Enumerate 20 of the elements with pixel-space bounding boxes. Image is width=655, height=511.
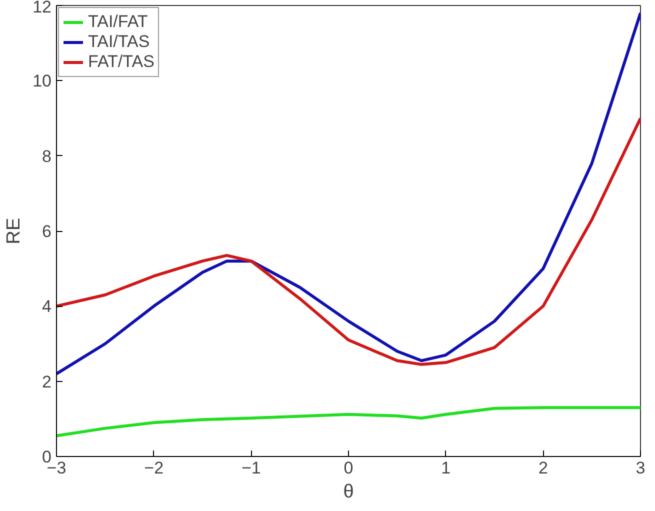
- x-tick-label: 3: [636, 458, 646, 478]
- y-tick-label: 12: [32, 0, 52, 16]
- x-tick-label: 0: [344, 458, 354, 478]
- y-tick-label: 10: [32, 72, 52, 91]
- x-tick-label: −1: [241, 458, 261, 478]
- y-tick-label: 6: [42, 222, 52, 241]
- line-series: [56, 406, 640, 438]
- legend-label: TAI/FAT: [88, 12, 148, 32]
- y-tick-label: 4: [42, 297, 52, 316]
- y-tick-label: 2: [42, 372, 52, 392]
- x-tick-label: 2: [538, 458, 548, 478]
- line-series: [56, 116, 640, 366]
- y-axis-title: RE: [4, 218, 25, 244]
- line-series: [56, 12, 640, 376]
- legend-label: TAI/TAS: [88, 32, 150, 52]
- x-tick-label: −2: [144, 458, 164, 478]
- x-axis-title: θ: [343, 482, 354, 502]
- legend-label: FAT/TAS: [88, 52, 154, 72]
- x-tick-label: 1: [441, 458, 451, 478]
- y-tick-label: 8: [42, 146, 52, 166]
